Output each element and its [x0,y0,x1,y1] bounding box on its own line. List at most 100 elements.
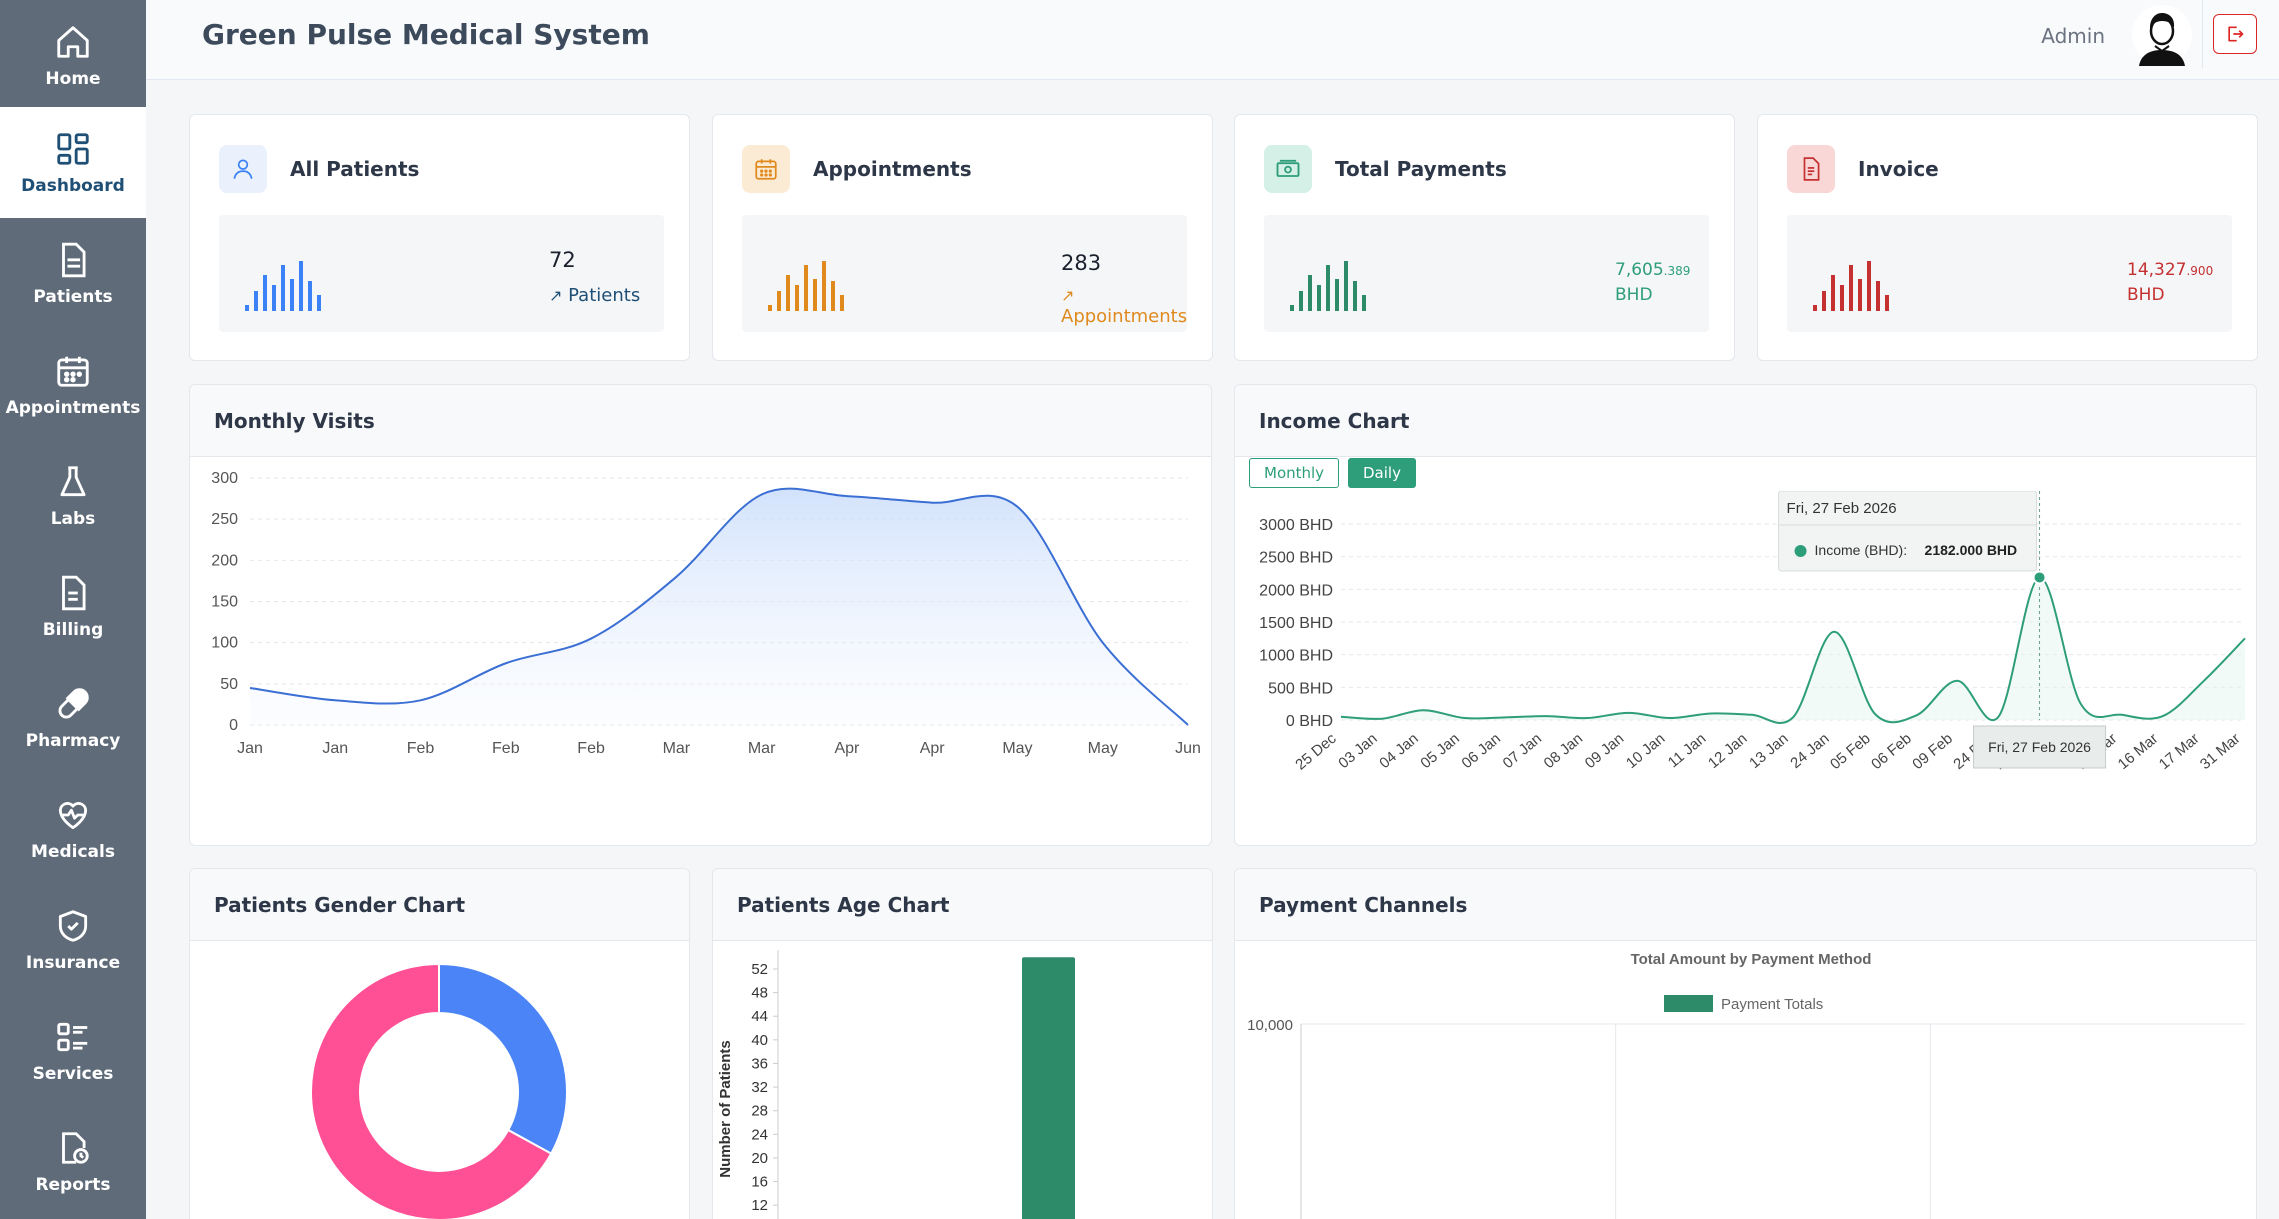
legend-label: Payment Totals [1721,996,1823,1013]
nav-services[interactable]: Services [0,995,146,1106]
nav-label: Reports [35,1174,111,1195]
calendar-icon [755,159,777,180]
billing-icon [62,575,86,610]
mini-bar-chart [1813,261,1889,311]
y-tick-label: 200 [211,552,238,569]
user-icon [233,159,253,179]
home-icon [57,25,89,58]
payment-channels-chart: Total Amount by Payment Method Payment To… [1247,951,2245,1219]
donut-slice [310,962,553,1219]
panel-header: Payment Channels [1235,869,2256,941]
amount-decimals: .389 [1663,264,1691,278]
gender-donut-chart [310,962,568,1219]
mini-bar-chart [245,261,321,311]
x-tick-label: 12 Jan [1705,730,1750,772]
stat-currency: BHD [1615,285,1653,305]
mini-bar-chart [768,261,844,311]
arrow-up-right-icon: ↗ [549,286,563,305]
y-tick-label: 40 [751,1032,768,1049]
nav-label: Services [32,1063,114,1084]
monthly-toggle-button[interactable]: Monthly [1249,458,1340,488]
x-tick-label: Jan [237,740,263,757]
arrow-up-right-icon: ↗ [1061,286,1075,305]
y-tick-label: 2000 BHD [1259,582,1333,599]
x-tick-label: 13 Jan [1746,730,1791,772]
y-tick-label: 32 [751,1079,768,1096]
stat-title: Total Payments [1335,157,1507,181]
tooltip-box [1778,491,2038,572]
y-tick-label: 500 BHD [1268,680,1333,697]
stat-sub: ↗ Patients [549,285,640,306]
x-tick-label: Feb [577,740,605,757]
stat-card-payments[interactable]: Total Payments 7,605.389 BHD [1234,114,1735,361]
visits-area [250,488,1188,725]
x-tick-label: May [1002,740,1032,757]
panel-title: Payment Channels [1259,893,1468,917]
nav-label: Labs [50,508,96,529]
x-tick-label: 25 Dec [1292,730,1340,774]
income-area [1341,577,2245,724]
nav-dashboard[interactable]: Dashboard [0,107,146,218]
stat-title: All Patients [290,157,420,181]
y-tick-label: 150 [211,594,238,611]
amount-decimals: .900 [2186,264,2214,278]
panel-title: Monthly Visits [214,409,375,433]
tooltip-title: Fri, 27 Feb 2026 [1787,500,1897,517]
nav-insurance[interactable]: Insurance [0,884,146,995]
nav-billing[interactable]: Billing [0,551,146,662]
y-tick-label: 20 [751,1150,768,1167]
services-list-icon [57,1022,88,1051]
y-tick-label: 50 [220,676,238,693]
x-tick-label: 31 Mar [2197,730,2244,773]
y-tick-label: 52 [751,961,768,978]
daily-toggle-button[interactable]: Daily [1348,458,1416,488]
x-tick-label: 08 Jan [1541,730,1586,772]
donut-slice [438,962,568,1156]
logout-button[interactable] [2213,14,2257,54]
nav-label: Patients [33,286,113,307]
x-tick-label: Feb [492,740,520,757]
document-icon [62,242,86,277]
panel-header: Income Chart [1235,385,2256,457]
panel-header: Monthly Visits [190,385,1211,457]
stat-summary: 72 ↗ Patients [219,215,664,332]
nav-reports[interactable]: Reports [0,1106,146,1217]
y-tick-label: 16 [751,1174,768,1191]
money-icon [1276,159,1300,177]
stat-title: Invoice [1858,157,1939,181]
x-tick-label: 10 Jan [1623,730,1668,772]
nav-labs[interactable]: Labs [0,440,146,551]
nav-medicals[interactable]: Medicals [0,773,146,884]
x-tick-label: Jun [1175,740,1201,757]
y-tick-label: 2500 BHD [1259,550,1333,567]
stat-currency: BHD [2127,285,2165,305]
stat-card-appointments[interactable]: Appointments 283 ↗ Appointments [712,114,1213,361]
x-tick-label: May [1088,740,1118,757]
avatar[interactable] [2131,4,2193,66]
stat-card-invoice[interactable]: Invoice 14,327.900 BHD [1757,114,2258,361]
y-tick-label: 100 [211,635,238,652]
flask-icon [60,465,86,496]
nav-label: Appointments [5,397,141,418]
nav-home[interactable]: Home [0,0,146,111]
stat-card-patients[interactable]: All Patients 72 ↗ Patients [189,114,690,361]
user-icon-badge [219,145,267,193]
stat-title: Appointments [813,157,972,181]
x-tick-label: 09 Feb [1909,730,1956,773]
monthly-visits-chart: 0 50 100 150 200 250 300 Jan Jan Feb Feb Feb Mar Mar A… [211,470,1201,757]
x-tick-label: 04 Jan [1376,730,1421,772]
legend-swatch [1664,995,1713,1012]
nav-appointments[interactable]: Appointments [0,329,146,440]
stat-summary: 283 ↗ Appointments [742,215,1187,332]
invoice-icon-badge [1787,145,1835,193]
dashboard-icon [57,132,89,165]
y-tick-label: 250 [211,511,238,528]
nav-patients[interactable]: Patients [0,218,146,329]
panel-header: Patients Gender Chart [190,869,689,941]
x-tick-label: 16 Mar [2115,730,2162,773]
nav-pharmacy[interactable]: Pharmacy [0,662,146,773]
nav-label: Dashboard [21,175,125,196]
shield-icon [58,909,88,942]
stat-value: 72 [549,248,576,272]
stat-sub-label: Appointments [1061,306,1188,327]
